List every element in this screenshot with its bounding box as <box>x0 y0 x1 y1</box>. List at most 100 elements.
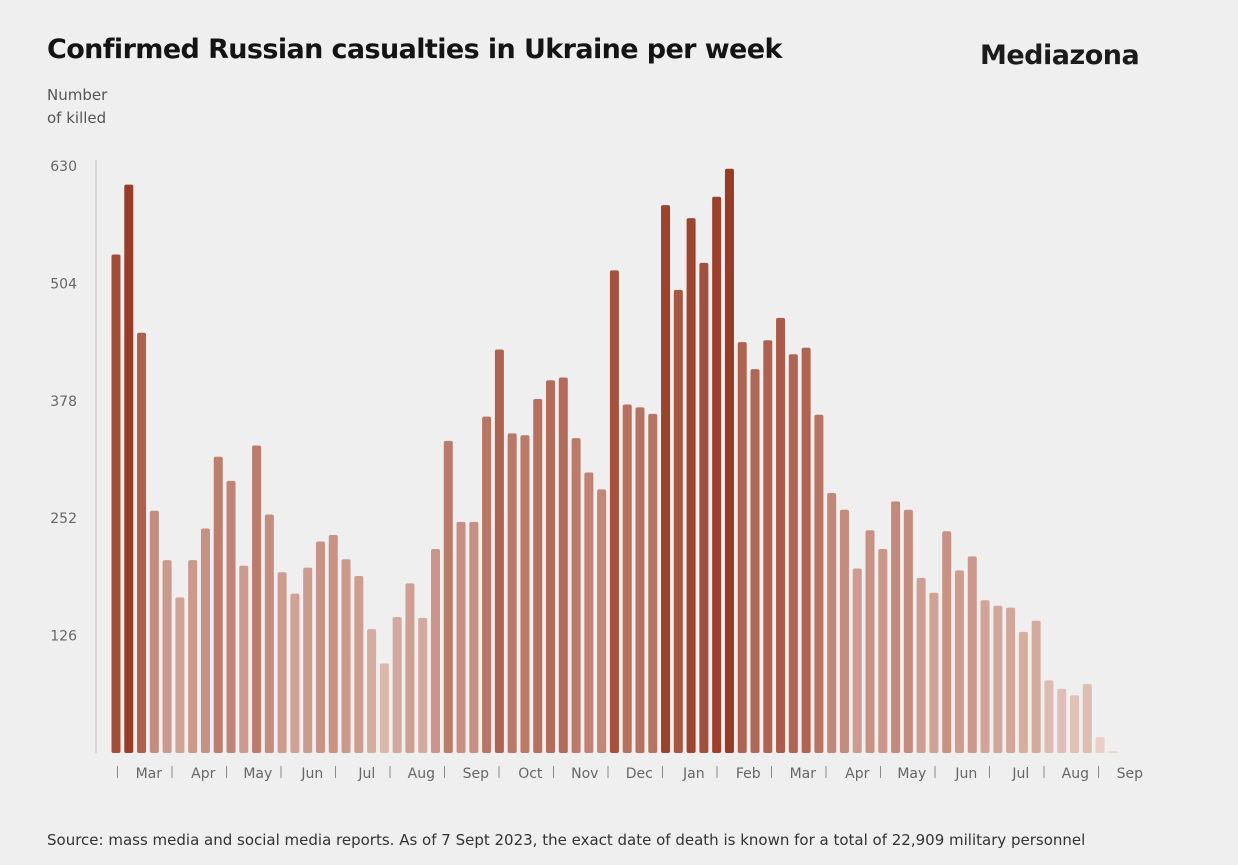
x-tick-label: Apr <box>845 766 869 782</box>
bar <box>252 445 262 753</box>
bar <box>149 510 159 753</box>
bar <box>469 521 479 753</box>
bar <box>239 565 249 753</box>
bar <box>213 456 223 753</box>
x-tick-label: Sep <box>1117 766 1144 782</box>
bar <box>367 629 377 753</box>
chart-title: Confirmed Russian casualties in Ukraine … <box>47 34 782 65</box>
bar <box>494 349 504 753</box>
bar <box>750 369 760 753</box>
bar <box>1082 684 1092 753</box>
bar <box>929 592 939 753</box>
x-tick-label: Jun <box>954 766 977 782</box>
bar <box>1108 751 1118 753</box>
bar <box>635 407 645 753</box>
y-axis-label-line2: of killed <box>47 109 107 127</box>
bar <box>226 480 236 753</box>
x-tick-label: Aug <box>1062 766 1089 782</box>
bar <box>456 521 466 753</box>
y-tick-label: 126 <box>50 629 77 645</box>
bar <box>520 435 530 753</box>
bar <box>533 398 543 753</box>
bar <box>865 530 875 753</box>
bar <box>303 567 313 753</box>
bar <box>1057 688 1067 753</box>
bar <box>980 600 990 753</box>
y-tick-label: 504 <box>50 276 77 292</box>
bar <box>418 617 428 753</box>
x-tick-label: Oct <box>518 766 543 782</box>
bar <box>162 560 172 753</box>
bars <box>111 168 1118 754</box>
bar <box>788 354 798 753</box>
bar <box>1070 695 1079 753</box>
x-tick-label: Jul <box>1011 766 1029 782</box>
bar <box>328 534 338 753</box>
bar <box>724 168 734 754</box>
bar <box>891 501 901 753</box>
bar <box>673 289 683 753</box>
x-tick-label: Dec <box>626 766 653 782</box>
x-tick-label: Mar <box>136 766 163 782</box>
bar <box>341 559 351 753</box>
bar <box>277 572 287 753</box>
y-axis-label: Number of killed <box>47 84 107 130</box>
bar <box>648 413 658 753</box>
bar <box>763 340 773 753</box>
bar <box>1006 607 1016 753</box>
x-tick-label: Nov <box>571 766 598 782</box>
bar <box>1031 620 1041 753</box>
bar <box>942 531 952 753</box>
x-tick-label: Mar <box>790 766 817 782</box>
bar <box>967 556 977 753</box>
bar <box>379 663 389 753</box>
x-tick-label: Aug <box>408 766 435 782</box>
bar <box>354 575 364 753</box>
bar <box>622 404 632 753</box>
y-tick-label: 378 <box>50 394 77 410</box>
bar <box>290 593 300 753</box>
x-axis-ticks: Mar Apr May Jun Jul Aug Sep Oct Nov Dec Jan Feb Mar A… <box>117 766 1144 782</box>
bar <box>571 438 581 753</box>
bar <box>814 414 824 753</box>
bar <box>916 577 926 753</box>
y-tick-label: 252 <box>50 511 77 527</box>
x-tick-label: Apr <box>191 766 215 782</box>
bar <box>712 196 722 753</box>
bar <box>1095 737 1105 753</box>
x-tick-label: Jun <box>300 766 323 782</box>
brand-logo: Mediazona <box>980 40 1140 71</box>
bar <box>264 514 274 753</box>
bar <box>954 570 964 753</box>
x-tick-label: May <box>243 766 272 782</box>
bar <box>175 597 185 753</box>
bar <box>878 548 888 753</box>
bar <box>699 262 709 753</box>
bar <box>597 489 607 753</box>
bar <box>827 493 837 753</box>
bar <box>801 347 811 753</box>
bar <box>903 509 913 753</box>
bar <box>431 548 440 753</box>
bar <box>1018 631 1028 753</box>
bar <box>137 332 147 753</box>
bar <box>188 560 198 753</box>
bar <box>546 380 556 753</box>
bar <box>443 440 453 753</box>
bar <box>558 377 568 753</box>
x-tick-label: Feb <box>736 766 761 782</box>
bar <box>686 218 696 753</box>
x-tick-label: Jan <box>682 766 705 782</box>
bar <box>661 205 671 753</box>
bar <box>111 254 121 753</box>
bar <box>839 509 849 753</box>
bar <box>315 541 325 753</box>
bar <box>124 184 134 753</box>
bar <box>507 433 517 753</box>
bar <box>993 605 1003 753</box>
source-note: Source: mass media and social media repo… <box>47 831 1086 849</box>
bar <box>584 472 594 753</box>
bar <box>392 616 402 753</box>
bar <box>482 416 492 753</box>
